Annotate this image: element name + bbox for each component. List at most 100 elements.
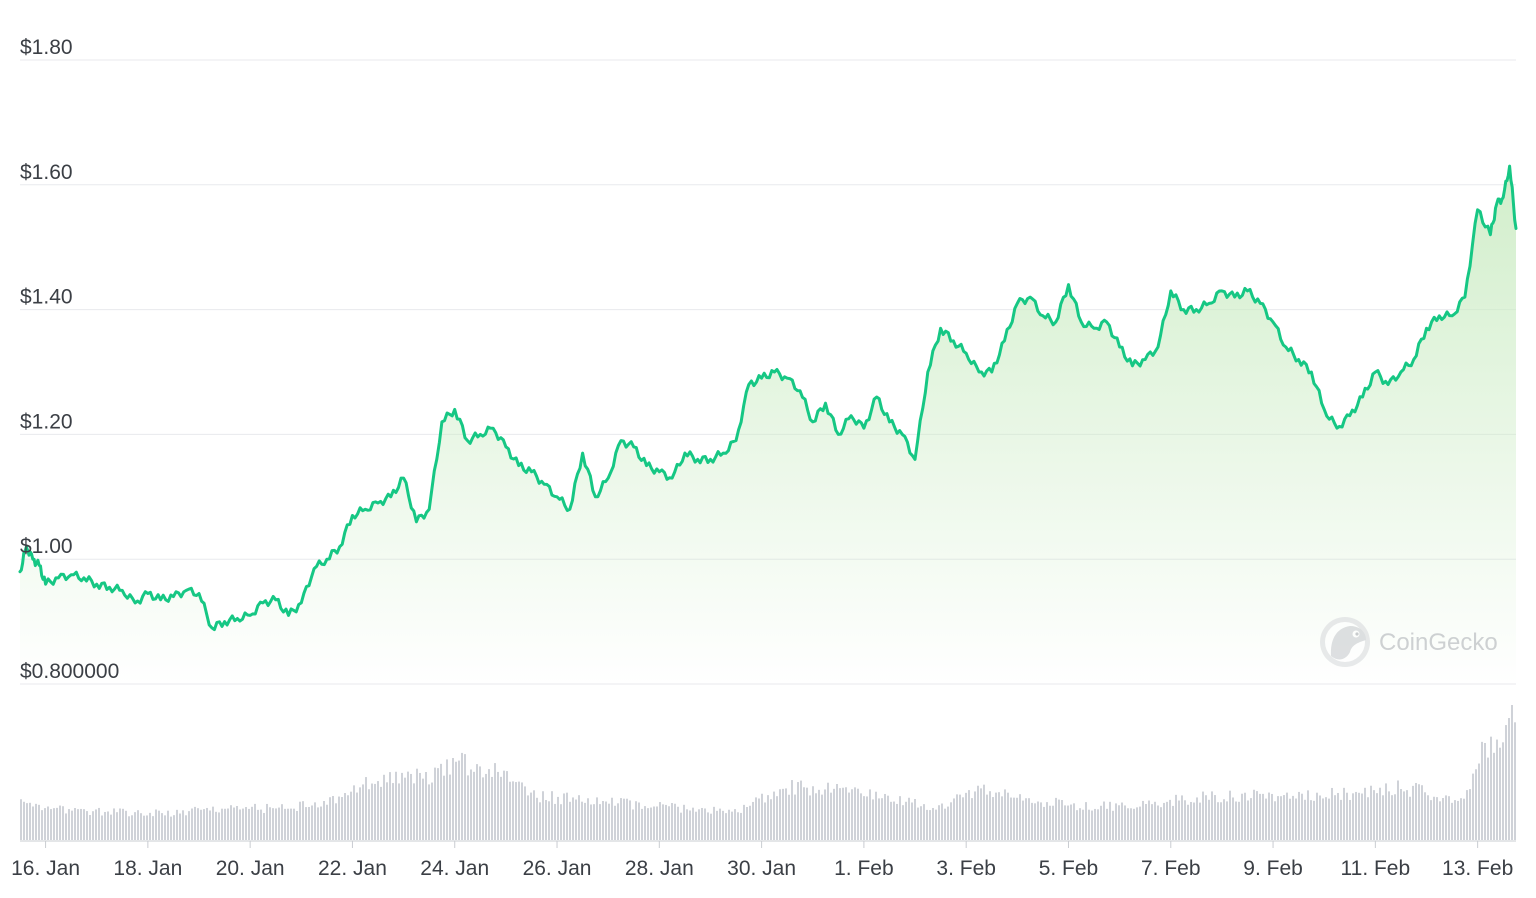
volume-bar (1238, 801, 1240, 840)
volume-bar (41, 810, 43, 840)
volume-bar (1469, 789, 1471, 840)
x-tick-label: 26. Jan (523, 857, 592, 880)
volume-bar (1445, 795, 1447, 840)
volume-bar (1112, 810, 1114, 840)
volume-bar (569, 801, 571, 840)
volume-bar (104, 811, 106, 840)
volume-bar (206, 807, 208, 840)
volume-bar (149, 812, 151, 840)
volume-bar (692, 807, 694, 840)
volume-bar (983, 784, 985, 840)
volume-bar (1244, 792, 1246, 840)
volume-bar (185, 815, 187, 840)
volume-bar (1007, 792, 1009, 840)
volume-bar (197, 808, 199, 840)
volume-bar (32, 806, 34, 840)
volume-bar (554, 803, 556, 840)
volume-bar (629, 800, 631, 840)
volume-bar (119, 808, 121, 840)
volume-bar (1472, 773, 1474, 840)
volume-bar (59, 805, 61, 840)
volume-bar (1340, 799, 1342, 840)
volume-bar (1475, 769, 1477, 840)
volume-bar (656, 806, 658, 840)
volume-bar (1043, 806, 1045, 840)
volume-bar (68, 809, 70, 840)
volume-bar (1394, 794, 1396, 840)
volume-bar (194, 806, 196, 840)
volume-bar (653, 806, 655, 840)
volume-bar (1319, 795, 1321, 840)
volume-bar (1373, 790, 1375, 840)
volume-bar (1337, 792, 1339, 840)
volume-bar (512, 781, 514, 840)
volume-bar (803, 787, 805, 840)
volume-bar (614, 805, 616, 840)
volume-bar (839, 788, 841, 840)
volume-bar (902, 805, 904, 840)
volume-bar (467, 775, 469, 840)
volume-bar (1010, 797, 1012, 840)
volume-bar (728, 809, 730, 840)
volume-bar (827, 782, 829, 840)
volume-bar (518, 781, 520, 840)
volume-bar (917, 807, 919, 840)
volume-bar (374, 783, 376, 840)
volume-bar (863, 796, 865, 840)
volume-bar (497, 771, 499, 840)
volume-bar (161, 813, 163, 840)
volume-bar (914, 798, 916, 840)
volume-bar (1253, 789, 1255, 840)
volume-bar (284, 808, 286, 840)
volume-bar (1487, 757, 1489, 840)
volume-bar (302, 801, 304, 840)
volume-bar (860, 793, 862, 840)
volume-bar (1139, 806, 1141, 840)
volume-bar (1442, 798, 1444, 840)
volume-bar (965, 792, 967, 840)
volume-bar (1259, 793, 1261, 840)
x-tick-label: 9. Feb (1243, 857, 1303, 880)
volume-bar (1013, 797, 1015, 840)
volume-bar (164, 815, 166, 840)
volume-bar (1025, 798, 1027, 840)
volume-bar (938, 805, 940, 840)
volume-bar (1097, 809, 1099, 840)
volume-bar (845, 787, 847, 840)
volume-bar (209, 810, 211, 840)
volume-bar (605, 801, 607, 840)
volume-bar (671, 803, 673, 840)
volume-bar (242, 808, 244, 840)
volume-bar (752, 801, 754, 840)
volume-bar (404, 777, 406, 840)
coingecko-watermark: CoinGecko (1320, 617, 1498, 667)
volume-bar (1172, 805, 1174, 840)
volume-bar (230, 805, 232, 840)
volume-bar (950, 802, 952, 840)
volume-bar (1379, 787, 1381, 840)
volume-bar (1247, 800, 1249, 840)
volume-bar (29, 802, 31, 840)
volume-bar (707, 812, 709, 840)
volume-bar (299, 801, 301, 840)
volume-bar (311, 805, 313, 840)
volume-bar (1211, 791, 1213, 840)
volume-bar (236, 805, 238, 840)
volume-bar (866, 796, 868, 840)
volume-bar (251, 806, 253, 840)
volume-bar (1328, 798, 1330, 840)
volume-bar (872, 799, 874, 840)
volume-bar (731, 811, 733, 840)
volume-bar (956, 794, 958, 840)
volume-bar (1292, 795, 1294, 840)
volume-bar (920, 806, 922, 840)
volume-bar (1400, 789, 1402, 840)
volume-bar (458, 760, 460, 840)
volume-bar (581, 801, 583, 840)
volume-bar (791, 780, 793, 840)
volume-bar (1277, 796, 1279, 840)
price-line[interactable] (18, 164, 1518, 632)
volume-bar (1241, 793, 1243, 840)
volume-bar (1082, 809, 1084, 840)
